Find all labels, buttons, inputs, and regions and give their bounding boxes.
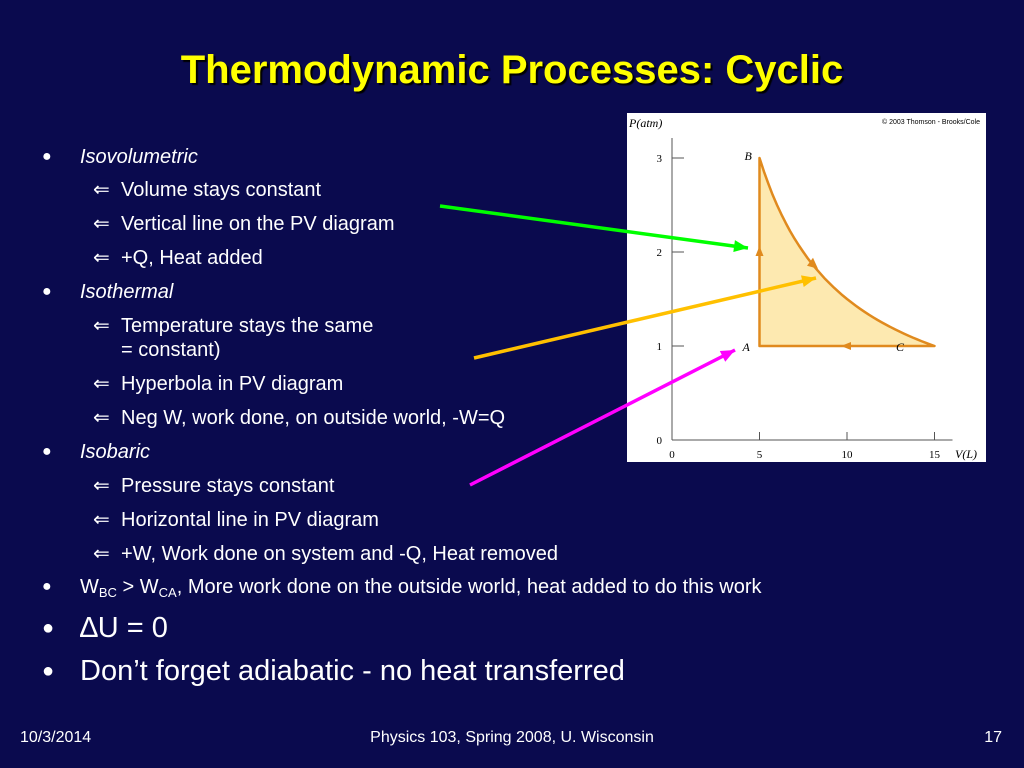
pointer-arrow-isothermal [473,276,817,360]
work-comparison-text: , More work done on the outside world, h… [176,576,762,598]
sub-bullet: ⇐ Pressure stays constant [93,474,335,498]
x-tick-label: 5 [757,449,763,461]
sub-bullet-text: Hyperbola in PV diagram [121,373,344,395]
arrowhead-bc [807,257,818,269]
y-tick-label: 3 [657,153,663,165]
left-arrow-icon: ⇐ [93,475,110,497]
x-tick-label: 15 [929,449,941,461]
footer-page-number: 17 [984,729,1002,746]
sub-bullet-text: Vertical line on the PV diagram [121,213,395,235]
bullet-dot-icon: ● [42,617,55,639]
copyright-text: © 2003 Thomson - Brooks/Cole [882,118,980,126]
sub-bullet: ⇐ Vertical line on the PV diagram [93,212,395,236]
arrowhead-ca [841,342,851,350]
left-arrow-icon: ⇐ [93,407,110,429]
slide-title: Thermodynamic Processes: Cyclic [180,48,844,92]
bullet-dot-icon: ● [42,283,52,300]
point-label-a: A [742,340,751,354]
bullet-dot-icon: ● [42,148,52,165]
left-arrow-icon: ⇐ [93,213,110,235]
point-label-c: C [896,340,905,354]
bullet-isobaric: ● Isobaric [42,440,151,464]
w-subscript-ca: CA [158,585,177,600]
pv-plot-area: 0 1 2 3 0 5 10 15 A B C [657,138,953,461]
pointer-arrow-isovolumetric-head [733,240,748,253]
x-tick-label: 10 [842,449,854,461]
pointer-arrow-isovolumetric [439,204,749,250]
bullet-heading-isovolumetric: Isovolumetric [80,146,198,168]
pv-diagram: © 2003 Thomson - Brooks/Cole P(atm) V(L)… [627,113,986,462]
point-label-b: B [745,149,753,163]
left-arrow-icon: ⇐ [93,373,110,395]
w-subscript-bc: BC [98,585,117,600]
bullet-isothermal: ● Isothermal [42,280,174,304]
y-axis-label: P(atm) [628,116,662,130]
sub-bullet-text: = constant) [121,339,221,361]
sub-bullet-text: +W, Work done on system and -Q, Heat rem… [121,543,559,565]
y-tick-label: 0 [657,435,663,447]
w-symbol: W [139,576,159,598]
y-tick-label: 1 [657,341,663,353]
pointer-arrow-isothermal-head [801,275,816,288]
w-symbol: W [80,576,99,598]
cycle-path [758,156,936,348]
sub-bullet: ⇐ +Q, Heat added [93,246,263,270]
bullet-isovolumetric: ● Isovolumetric [42,145,198,169]
left-arrow-icon: ⇐ [93,179,110,201]
sub-bullet: ⇐ Temperature stays the same [93,314,374,338]
pointer-arrow-isobaric [469,348,736,487]
footer-course: Physics 103, Spring 2008, U. Wisconsin [370,729,654,746]
sub-bullet-text: Pressure stays constant [121,475,335,497]
sub-bullet-text: Volume stays constant [121,179,322,201]
sub-bullet: ⇐ +W, Work done on system and -Q, Heat r… [93,542,559,566]
bullet-delta-u: ● ∆U = 0 [42,611,168,645]
y-tick-label: 2 [657,247,663,259]
sub-bullet: ⇐ Neg W, work done, on outside world, -W… [93,406,506,430]
delta-u-text: ∆U = 0 [80,612,168,644]
sub-bullet-text: Horizontal line in PV diagram [121,509,379,531]
x-tick-label: 0 [669,449,675,461]
left-arrow-icon: ⇐ [93,543,110,565]
sub-bullet: ⇐ Horizontal line in PV diagram [93,508,379,532]
sub-bullet-text: +Q, Heat added [121,247,263,269]
bullet-heading-isothermal: Isothermal [80,281,174,303]
bullet-adiabatic: ● Don’t forget adiabatic - no heat trans… [42,654,625,688]
sub-bullet-text: Temperature stays the same [121,315,374,337]
sub-bullet-text: Neg W, work done, on outside world, -W=Q [121,407,506,429]
sub-bullet-continuation: = constant) [121,338,221,362]
x-axis-label: V(L) [955,447,977,461]
pointer-arrow-isobaric-head [719,350,735,362]
sub-bullet: ⇐ Hyperbola in PV diagram [93,372,344,396]
footer-date: 10/3/2014 [20,729,92,746]
left-arrow-icon: ⇐ [93,509,110,531]
arrowhead-ab [755,246,764,256]
bullet-dot-icon: ● [42,660,55,682]
left-arrow-icon: ⇐ [93,315,110,337]
adiabatic-text: Don’t forget adiabatic - no heat transfe… [80,655,625,687]
bullet-dot-icon: ● [42,578,52,595]
bullet-heading-isobaric: Isobaric [80,441,151,463]
left-arrow-icon: ⇐ [93,247,110,269]
bullet-work-comparison: ● WBC > WCA, More work done on the outsi… [42,575,762,605]
bullet-dot-icon: ● [42,443,52,460]
sub-bullet: ⇐ Volume stays constant [93,178,322,202]
greater-than: > [116,576,140,598]
